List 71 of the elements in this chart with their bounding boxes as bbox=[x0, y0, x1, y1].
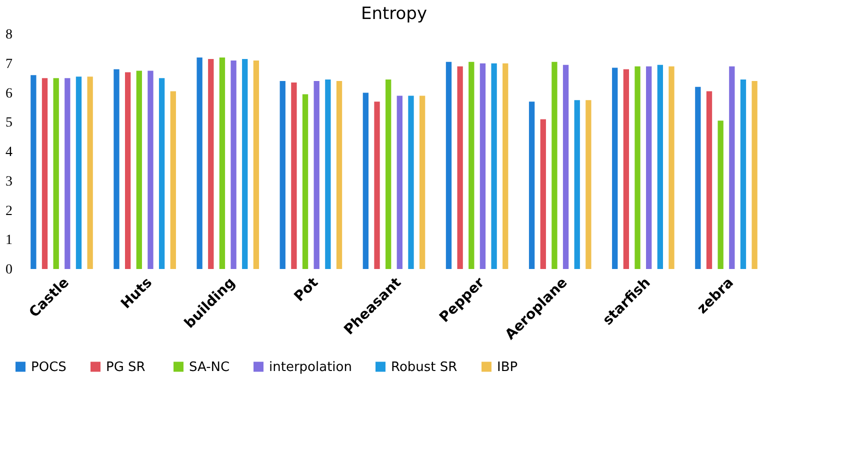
bar bbox=[302, 94, 308, 269]
bar bbox=[562, 64, 569, 269]
bar bbox=[657, 64, 663, 269]
bar bbox=[386, 80, 392, 269]
y-tick-label: 0 bbox=[6, 262, 12, 278]
bar bbox=[706, 91, 712, 269]
bar bbox=[457, 66, 463, 269]
legend-label: SA-NC bbox=[189, 360, 230, 375]
bar bbox=[30, 75, 36, 269]
legend-label: PG SR bbox=[106, 360, 146, 375]
bar bbox=[87, 76, 93, 269]
bar bbox=[64, 78, 70, 269]
bar bbox=[729, 66, 735, 269]
bar bbox=[396, 96, 402, 269]
bar bbox=[42, 78, 48, 269]
bar bbox=[253, 60, 260, 269]
bar bbox=[491, 63, 497, 269]
bar bbox=[196, 58, 202, 269]
chart-title: Entropy bbox=[360, 4, 428, 24]
bar bbox=[291, 82, 297, 269]
y-tick-label: 2 bbox=[6, 204, 12, 219]
bar bbox=[374, 102, 380, 269]
bar bbox=[574, 100, 580, 269]
bar bbox=[668, 66, 674, 269]
y-tick-label: 1 bbox=[6, 233, 12, 248]
bar bbox=[362, 92, 369, 269]
y-tick-label: 7 bbox=[6, 56, 12, 72]
bar bbox=[158, 78, 165, 269]
bar bbox=[612, 68, 618, 269]
y-tick-label: 4 bbox=[6, 145, 12, 160]
bar bbox=[695, 86, 701, 269]
bar bbox=[114, 69, 120, 269]
bar bbox=[623, 69, 630, 269]
legend-label: IBP bbox=[497, 360, 518, 375]
bar bbox=[230, 60, 236, 269]
bar bbox=[752, 81, 758, 269]
bar bbox=[468, 62, 474, 269]
bar bbox=[336, 81, 342, 269]
bar bbox=[718, 120, 724, 269]
bar bbox=[419, 96, 426, 269]
y-tick-label: 5 bbox=[6, 116, 12, 131]
bar bbox=[446, 62, 452, 269]
legend-label: POCS bbox=[31, 360, 66, 375]
bar bbox=[528, 102, 535, 269]
bar bbox=[325, 80, 331, 269]
y-tick-label: 8 bbox=[6, 28, 12, 42]
bar bbox=[634, 66, 640, 269]
y-tick-label: 6 bbox=[6, 86, 12, 102]
legend-label: Robust SR bbox=[391, 360, 458, 375]
bar bbox=[76, 76, 82, 269]
bar bbox=[219, 58, 226, 269]
bar bbox=[242, 58, 248, 269]
y-tick-label: 3 bbox=[6, 174, 12, 190]
bar bbox=[480, 63, 486, 269]
bar bbox=[740, 80, 746, 269]
bar bbox=[646, 66, 652, 269]
bar bbox=[208, 58, 214, 269]
bar bbox=[540, 119, 546, 269]
bar bbox=[552, 62, 558, 269]
bar bbox=[280, 81, 286, 269]
bar bbox=[170, 91, 176, 269]
bar bbox=[136, 70, 142, 269]
legend-label: interpolation bbox=[269, 360, 352, 375]
bar bbox=[53, 78, 59, 269]
bar bbox=[502, 63, 508, 269]
bar bbox=[125, 72, 131, 269]
bar bbox=[586, 100, 592, 269]
bar bbox=[314, 81, 320, 269]
bar bbox=[408, 96, 414, 269]
bar bbox=[148, 70, 154, 269]
x-tick-label: Pot bbox=[291, 274, 322, 305]
